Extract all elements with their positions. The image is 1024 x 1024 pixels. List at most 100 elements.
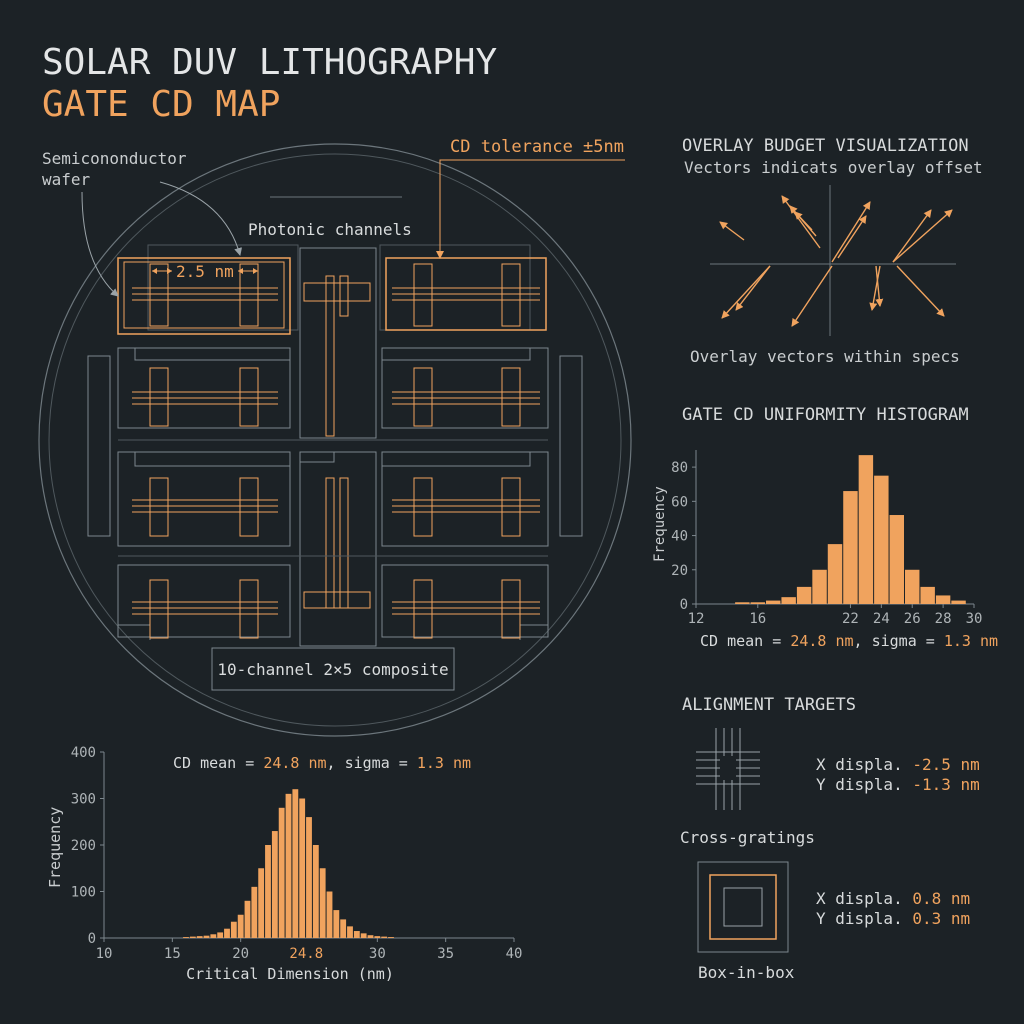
- histogram-bar: [189, 936, 196, 938]
- histogram-bar: [224, 928, 230, 938]
- y-tick-label: 0: [680, 597, 688, 613]
- x-tick-label: 35: [437, 946, 454, 962]
- composite-label: 10-channel 2×5 composite: [217, 660, 448, 679]
- overlay-vector: [892, 209, 932, 263]
- channels-label: Photonic channels: [248, 220, 412, 239]
- mean-tick-label: 24.8: [289, 946, 323, 962]
- cross-y-displacement: Y displa. -1.3 nm: [816, 775, 980, 794]
- box-caption: Box-in-box: [698, 963, 795, 982]
- dimension-label: 2.5 nm: [176, 262, 234, 281]
- histogram-bar: [244, 900, 251, 938]
- histogram-bar: [812, 569, 827, 604]
- histogram-bar: [278, 807, 285, 938]
- histogram-small-ylabel: Frequency: [652, 486, 668, 562]
- overlay-vector: [719, 221, 745, 241]
- y-tick-label: 0: [88, 931, 96, 947]
- histogram-bar: [237, 914, 244, 938]
- overlay-vector: [794, 211, 813, 231]
- histogram-bar: [333, 910, 340, 938]
- wafer-inner-outline: [48, 153, 622, 727]
- y-tick-label: 40: [671, 529, 688, 545]
- page-subtitle: GATE CD MAP: [42, 84, 280, 125]
- histogram-bar: [920, 586, 935, 604]
- overlay-vector: [721, 265, 771, 319]
- histogram-bar: [347, 926, 353, 938]
- x-tick-label: 16: [749, 611, 766, 627]
- histogram-small-title: GATE CD UNIFORMITY HISTOGRAM: [682, 405, 969, 425]
- x-tick-label: 30: [966, 611, 983, 627]
- x-tick-label: 30: [369, 946, 386, 962]
- overlay-vector: [831, 201, 871, 263]
- alignment-title: ALIGNMENT TARGETS: [682, 695, 856, 715]
- cross-x-displacement: X displa. -2.5 nm: [816, 755, 980, 774]
- cross-caption: Cross-gratings: [680, 828, 815, 847]
- x-tick-label: 20: [232, 946, 249, 962]
- histogram-bar: [374, 936, 381, 938]
- x-tick-label: 26: [904, 611, 921, 627]
- center-channel-column: [299, 247, 377, 647]
- histogram-bar: [306, 817, 312, 938]
- histogram-bar: [230, 921, 237, 938]
- histogram-bar: [196, 936, 203, 938]
- histogram-bar: [203, 935, 210, 938]
- histogram-bar: [271, 831, 278, 938]
- overlay-panel: OVERLAY BUDGET VISUALIZATION Vectors ind…: [682, 136, 983, 366]
- chip-left-4: [117, 564, 291, 640]
- overlay-vector: [892, 209, 953, 263]
- y-tick-label: 300: [71, 792, 96, 808]
- overlay-title: OVERLAY BUDGET VISUALIZATION: [682, 136, 969, 156]
- y-tick-label: 100: [71, 885, 96, 901]
- chip-left-3: [117, 451, 291, 547]
- overlay-vector: [875, 265, 884, 307]
- overlay-subtitle: Vectors indicats overlay offset: [684, 158, 983, 177]
- page-title: SOLAR DUV LITHOGRAPHY: [42, 42, 497, 83]
- histogram-bar: [285, 793, 292, 938]
- wafer-label-line1: Semicononductor: [42, 149, 187, 168]
- box-x-displacement: X displa. 0.8 nm: [816, 889, 970, 908]
- histogram-bar: [353, 931, 360, 938]
- box-y-displacement: Y displa. 0.3 nm: [816, 909, 970, 928]
- histogram-bar: [319, 868, 326, 938]
- histogram-bar: [217, 932, 224, 938]
- x-tick-label: 28: [935, 611, 952, 627]
- x-tick-label: 12: [688, 611, 705, 627]
- histogram-bar: [781, 597, 796, 604]
- overlay-vector: [869, 265, 881, 311]
- chip-left-2: [117, 347, 291, 429]
- cross-grating-icon: [696, 728, 760, 810]
- overlay-vector: [781, 195, 821, 249]
- histogram-bar: [796, 586, 812, 604]
- y-tick-label: 80: [671, 460, 688, 476]
- x-tick-label: 24: [873, 611, 890, 627]
- wafer-pointer-arrow-2: [159, 181, 243, 256]
- histogram-main-ylabel: Frequency: [46, 807, 64, 888]
- histogram-main-stats: CD mean = 24.8 nm, sigma = 1.3 nm: [173, 754, 471, 772]
- histogram-bar: [381, 936, 388, 938]
- chip-right-4: [381, 564, 549, 640]
- chip-right-1: [385, 257, 547, 331]
- box-in-box-icon: [697, 861, 789, 953]
- wafer-label-line2: wafer: [42, 170, 91, 189]
- histogram-main-xlabel: Critical Dimension (nm): [186, 965, 394, 983]
- tolerance-label: CD tolerance ±5nm: [450, 137, 624, 157]
- histogram-bar: [210, 934, 217, 938]
- chip-right-2: [381, 347, 549, 429]
- histogram-bar: [183, 937, 189, 938]
- wafer-diagram: 10-channel 2×5 composite 2.5 nm: [38, 143, 632, 737]
- histogram-bar: [299, 798, 306, 938]
- histogram-small-stats: CD mean = 24.8 nm, sigma = 1.3 nm: [700, 632, 998, 650]
- y-tick-label: 400: [71, 745, 96, 761]
- histogram-bar: [292, 789, 299, 938]
- x-tick-label: 10: [96, 946, 113, 962]
- histogram-bar: [360, 933, 367, 938]
- histogram-bar: [843, 491, 858, 604]
- histogram-main-plot: 0 100 200 300 400 10 15 20 30 35 40 24.8: [71, 745, 523, 962]
- overlay-caption: Overlay vectors within specs: [690, 347, 960, 366]
- overlay-vector: [896, 265, 945, 317]
- histogram-small-plot: 0 20 40 60 80 12 16 22 24 26 28 30: [671, 450, 982, 627]
- dimension-marker: 2.5 nm: [152, 262, 258, 281]
- wafer-outline: [38, 143, 632, 737]
- composite-label-box: [211, 647, 455, 691]
